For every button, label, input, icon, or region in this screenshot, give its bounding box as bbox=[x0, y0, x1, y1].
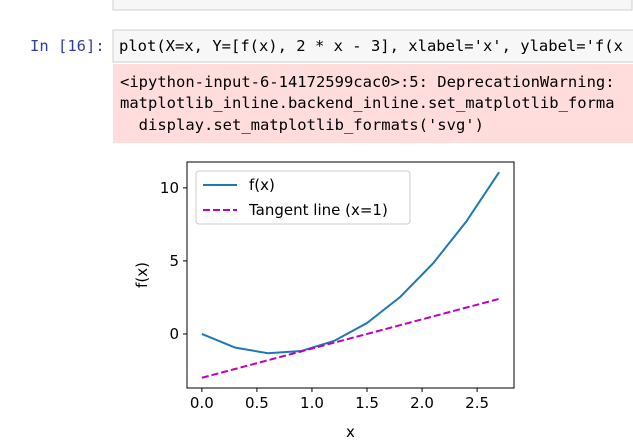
x-tick-label: 0.5 bbox=[245, 394, 269, 412]
stderr-line: <ipython-input-6-14172599cac0>:5: Deprec… bbox=[120, 73, 615, 91]
y-tick-label: 5 bbox=[169, 252, 179, 270]
x-tick-label: 0.0 bbox=[190, 394, 214, 412]
x-tick-label: 1.5 bbox=[355, 394, 379, 412]
input-area[interactable] bbox=[112, 29, 633, 63]
legend-label: f(x) bbox=[249, 176, 275, 194]
y-tick-label: 10 bbox=[160, 179, 179, 197]
code: plot(X=x, Y=[f(x), 2 * x - 3], xlabel='x… bbox=[119, 37, 623, 55]
y-tick-label: 0 bbox=[169, 325, 179, 343]
legend-label: Tangent line (x=1) bbox=[248, 201, 388, 219]
chart: 0.0 0.5 1.0 1.5 2.0 2.5 0 5 10 x f(x) f(x) Tangent l… bbox=[133, 161, 515, 441]
x-axis-label: x bbox=[346, 423, 355, 441]
y-axis-label: f(x) bbox=[133, 262, 151, 288]
stderr-line: matplotlib_inline.backend_inline.set_mat… bbox=[120, 94, 615, 112]
stderr-line: display.set_matplotlib_formats('svg') bbox=[120, 116, 484, 134]
x-tick-label: 1.0 bbox=[300, 394, 324, 412]
previous-cell bbox=[112, 0, 633, 11]
x-tick-label: 2.0 bbox=[410, 394, 434, 412]
x-tick-label: 2.5 bbox=[465, 394, 489, 412]
legend-box bbox=[195, 170, 411, 225]
prompt: In [16]: bbox=[30, 37, 105, 55]
stderr-area bbox=[113, 64, 633, 143]
series-line bbox=[201, 171, 500, 355]
series-line bbox=[201, 297, 500, 379]
